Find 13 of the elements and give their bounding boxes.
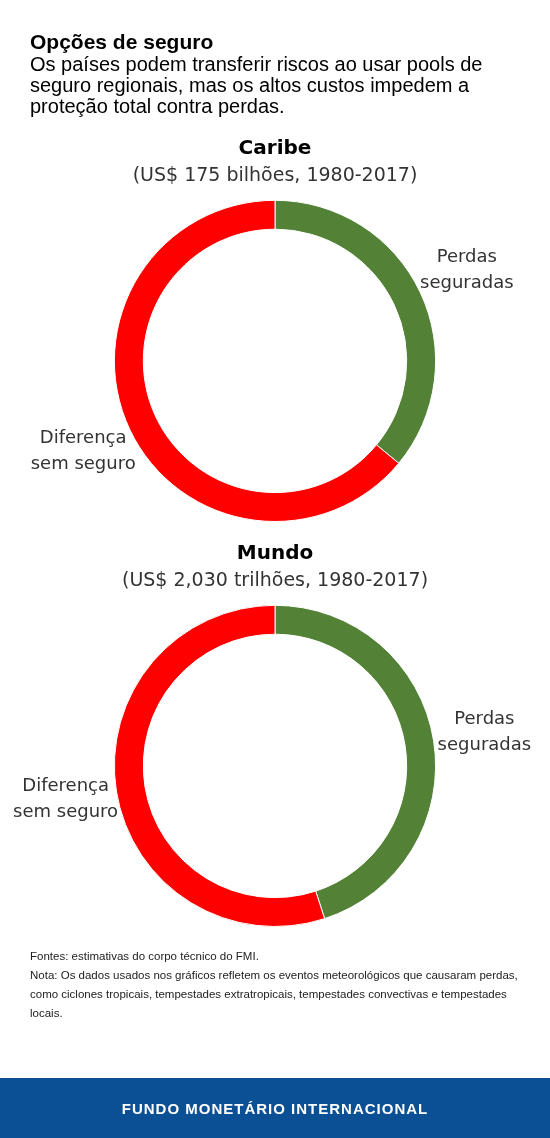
text: Os países podem transferir riscos ao usar pools de seguro regionais, mas os altos custos impedem a proteção total contra perdas.: [30, 53, 484, 117]
slice-label: Diferença sem seguro: [13, 773, 119, 821]
text: FUNDO MONETÁRIO INTERNACIONAL: [0, 1078, 550, 1138]
chart-title: Mundo: [236, 540, 314, 565]
slice-label: Perdas seguradas: [420, 245, 514, 293]
chart-title: Caribe: [238, 135, 312, 160]
slice-label: Diferença sem seguro: [30, 425, 136, 473]
chart-subtitle: (US$ 175 bilhões, 1980-2017): [132, 163, 418, 186]
chart-subtitle: (US$ 2,030 trilhões, 1980-2017): [121, 568, 429, 591]
text: Fontes: estimativas do corpo técnico do FMI.: [30, 949, 260, 964]
slice-label: Perdas seguradas: [437, 707, 532, 755]
text: Nota: Os dados usados nos gráficos refletem os eventos meteorológicos que causaram perdas, como ciclones tropicais, tempestades extratropicais, tempestades convectivas e tempestades locais.: [30, 968, 519, 1021]
text: Opções de seguro: [30, 29, 215, 54]
